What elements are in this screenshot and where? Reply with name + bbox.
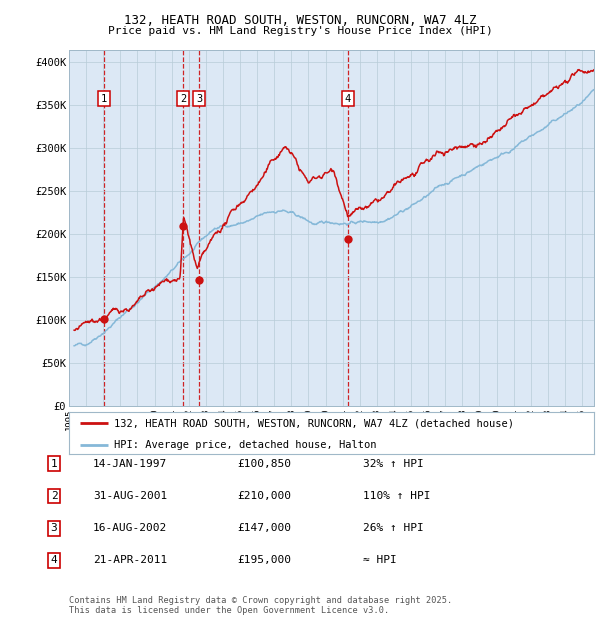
Text: 132, HEATH ROAD SOUTH, WESTON, RUNCORN, WA7 4LZ: 132, HEATH ROAD SOUTH, WESTON, RUNCORN, … xyxy=(124,14,476,27)
Text: 2: 2 xyxy=(180,94,186,104)
Text: ≈ HPI: ≈ HPI xyxy=(363,556,397,565)
Text: 2: 2 xyxy=(50,491,58,501)
Text: 14-JAN-1997: 14-JAN-1997 xyxy=(93,459,167,469)
Text: £147,000: £147,000 xyxy=(237,523,291,533)
Text: 31-AUG-2001: 31-AUG-2001 xyxy=(93,491,167,501)
Text: 3: 3 xyxy=(50,523,58,533)
Text: 26% ↑ HPI: 26% ↑ HPI xyxy=(363,523,424,533)
Text: Price paid vs. HM Land Registry's House Price Index (HPI): Price paid vs. HM Land Registry's House … xyxy=(107,26,493,36)
Text: 1: 1 xyxy=(50,459,58,469)
Text: HPI: Average price, detached house, Halton: HPI: Average price, detached house, Halt… xyxy=(113,440,376,450)
Text: 3: 3 xyxy=(196,94,202,104)
Text: 1: 1 xyxy=(101,94,107,104)
Text: 132, HEATH ROAD SOUTH, WESTON, RUNCORN, WA7 4LZ (detached house): 132, HEATH ROAD SOUTH, WESTON, RUNCORN, … xyxy=(113,418,514,428)
Text: 16-AUG-2002: 16-AUG-2002 xyxy=(93,523,167,533)
Text: 21-APR-2011: 21-APR-2011 xyxy=(93,556,167,565)
Text: 4: 4 xyxy=(50,556,58,565)
Text: £210,000: £210,000 xyxy=(237,491,291,501)
Text: 4: 4 xyxy=(344,94,351,104)
Text: £195,000: £195,000 xyxy=(237,556,291,565)
Text: 110% ↑ HPI: 110% ↑ HPI xyxy=(363,491,431,501)
Text: £100,850: £100,850 xyxy=(237,459,291,469)
Text: Contains HM Land Registry data © Crown copyright and database right 2025.
This d: Contains HM Land Registry data © Crown c… xyxy=(69,596,452,615)
Text: 32% ↑ HPI: 32% ↑ HPI xyxy=(363,459,424,469)
